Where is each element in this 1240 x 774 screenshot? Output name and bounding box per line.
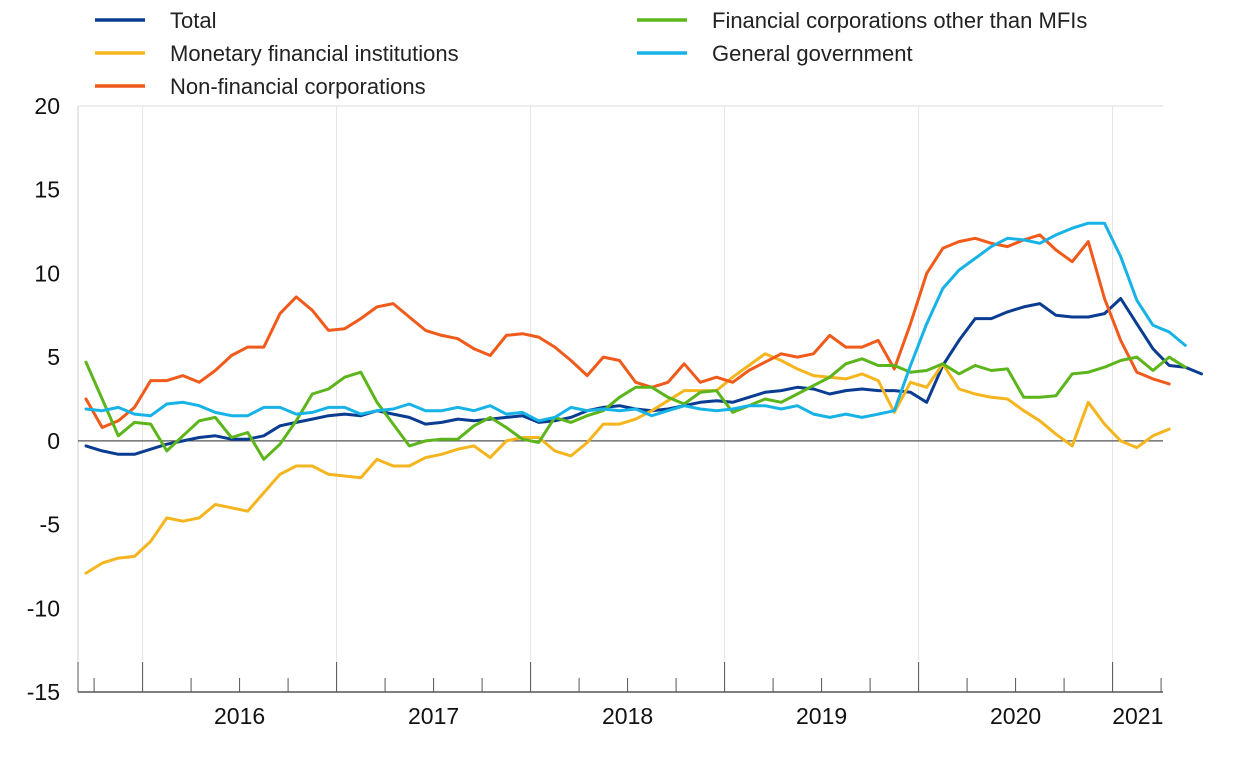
y-tick-label: -10 bbox=[27, 595, 60, 621]
legend-item: General government bbox=[637, 41, 913, 66]
series-line-2 bbox=[84, 352, 1171, 575]
y-tick-label: 10 bbox=[34, 260, 60, 286]
x-tick-label: 2019 bbox=[796, 703, 847, 729]
y-tick-label: -15 bbox=[27, 679, 60, 705]
y-tick-label: 5 bbox=[47, 344, 60, 370]
y-tick-label: 0 bbox=[47, 428, 60, 454]
legend-item: Total bbox=[95, 8, 216, 33]
series-line-5 bbox=[84, 221, 1187, 423]
y-tick-label: -5 bbox=[40, 512, 60, 538]
legend: Total Monetary financial institutions Non-… bbox=[95, 8, 1087, 99]
axes: -15 -10 -5 0 5 10 15 20 2016 2017 2018 2019 2020 2021 bbox=[27, 93, 1164, 729]
series-line-4 bbox=[84, 355, 1187, 461]
series-line-3 bbox=[84, 233, 1171, 429]
y-tick-label: 20 bbox=[34, 93, 60, 119]
series-line-1 bbox=[84, 297, 1203, 456]
legend-label: Financial corporations other than MFIs bbox=[712, 8, 1087, 33]
x-tick-label: 2016 bbox=[214, 703, 265, 729]
x-tick-label: 2021 bbox=[1112, 703, 1163, 729]
legend-item: Non-financial corporations bbox=[95, 74, 426, 99]
legend-item: Monetary financial institutions bbox=[95, 41, 459, 66]
series-lines bbox=[84, 221, 1203, 575]
x-tick-label: 2017 bbox=[408, 703, 459, 729]
legend-label: Non-financial corporations bbox=[170, 74, 426, 99]
x-tick-label: 2020 bbox=[990, 703, 1041, 729]
legend-label: Monetary financial institutions bbox=[170, 41, 459, 66]
legend-label: Total bbox=[170, 8, 216, 33]
legend-label: General government bbox=[712, 41, 913, 66]
legend-item: Financial corporations other than MFIs bbox=[637, 8, 1087, 33]
x-tick-label: 2018 bbox=[602, 703, 653, 729]
y-tick-label: 15 bbox=[34, 177, 60, 203]
